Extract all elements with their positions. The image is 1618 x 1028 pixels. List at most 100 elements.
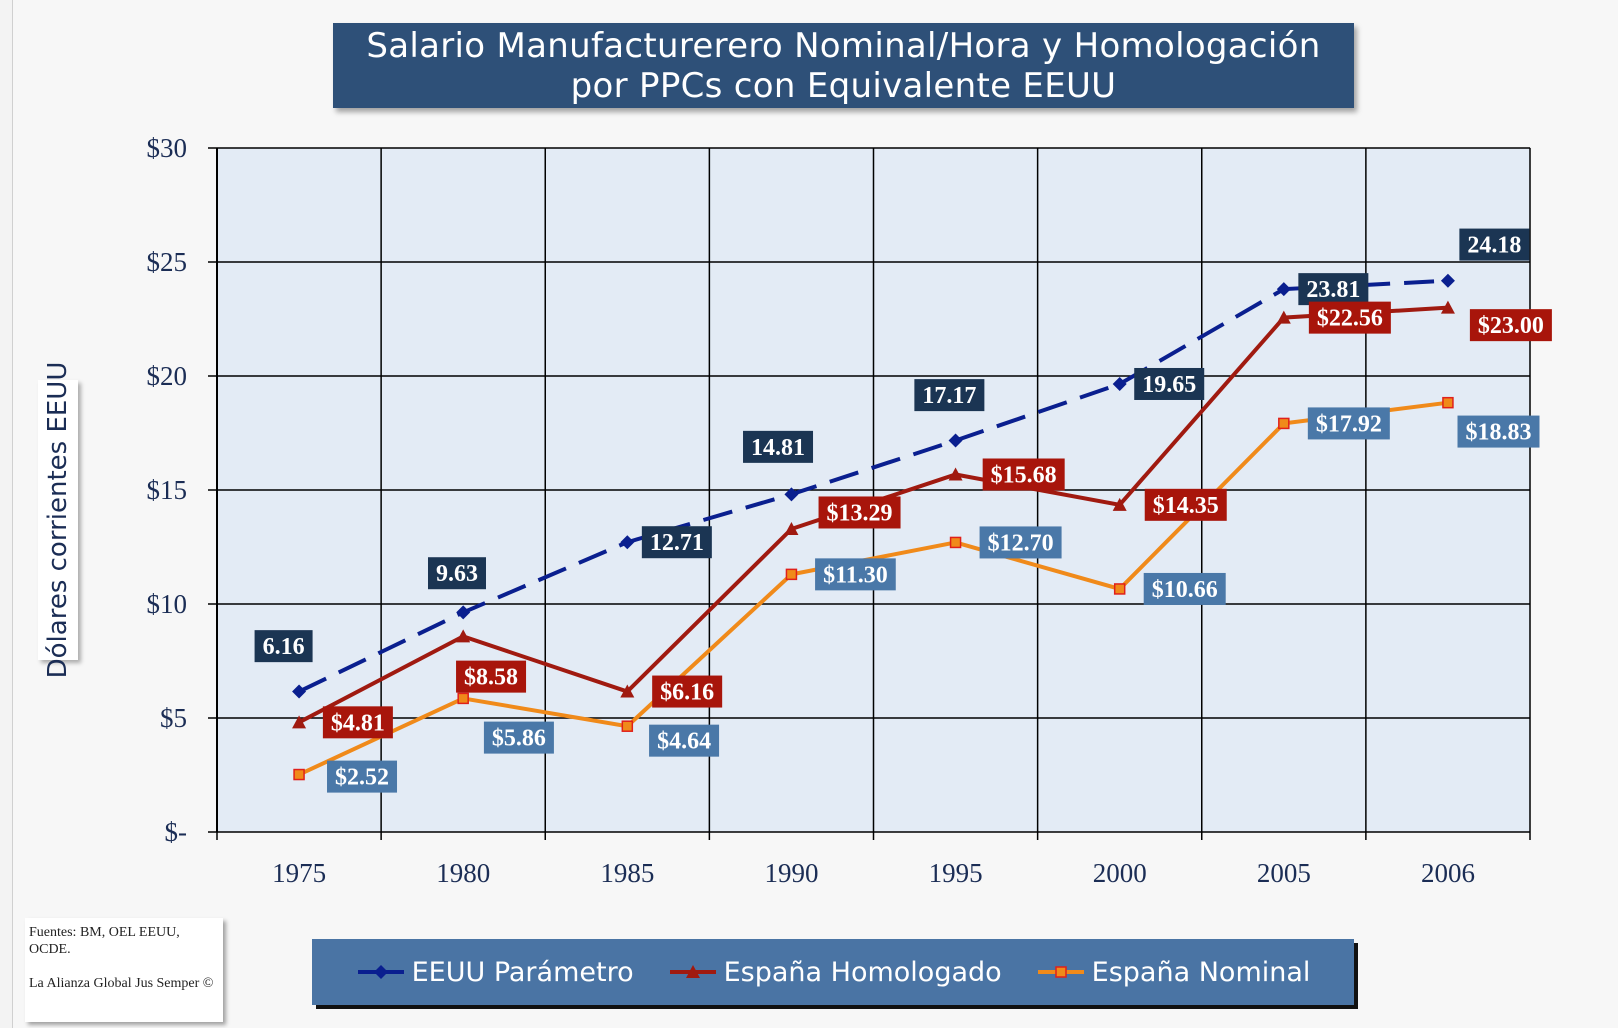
data-label-text: 19.65 (1142, 372, 1196, 398)
series-line (298, 278, 1449, 694)
legend-label: España Homologado (723, 956, 1002, 988)
data-label-text: $17.92 (1316, 411, 1382, 437)
data-label-box (322, 706, 393, 739)
data-label-box (427, 557, 486, 590)
data-label-box (483, 721, 554, 754)
point (1112, 497, 1127, 511)
data-label: 6.16 (254, 630, 313, 663)
data-label: $18.83 (1457, 415, 1540, 448)
data-label-box (1298, 273, 1369, 306)
data-label: $10.66 (1143, 572, 1226, 605)
point (1278, 417, 1290, 430)
point (949, 536, 962, 549)
x-tick-label: 1975 (272, 858, 326, 888)
data-label: $14.35 (1144, 488, 1227, 521)
data-label: $12.70 (979, 526, 1062, 559)
source-line: La Alianza Global Jus Semper © (29, 976, 214, 991)
data-label: $15.68 (982, 458, 1065, 491)
y-tick-label: $20 (147, 361, 188, 391)
data-label-box (254, 630, 313, 663)
data-label-text: $13.29 (827, 500, 893, 526)
data-label-text: 9.63 (436, 561, 478, 587)
data-label-box (1134, 367, 1205, 400)
data-label-box (815, 558, 896, 591)
data-label-box (1307, 407, 1390, 440)
point (1276, 310, 1291, 324)
legend-item: EEUU Parámetro (356, 957, 634, 988)
point (1442, 396, 1454, 409)
data-label-box (652, 675, 723, 708)
data-label-box (818, 496, 901, 529)
data-label: $17.92 (1307, 407, 1390, 440)
point (948, 433, 963, 448)
data-label-box (1308, 301, 1391, 334)
data-label: $8.58 (456, 660, 527, 693)
source-line: Fuentes: BM, OEL EEUU, OCDE. (29, 925, 180, 957)
data-label-box (982, 458, 1065, 491)
data-label: 14.81 (743, 430, 814, 463)
point (620, 684, 635, 698)
x-tick-label: 2000 (1093, 858, 1147, 888)
y-tick-label: $25 (147, 247, 188, 277)
data-label-text: $11.30 (823, 562, 888, 588)
point (784, 521, 799, 535)
y-axis-label: Dólares corrientes EEUU (43, 361, 73, 679)
data-label-text: $2.52 (335, 765, 389, 791)
data-label-text: 24.18 (1467, 233, 1521, 259)
point (1112, 376, 1127, 391)
source-note: Fuentes: BM, OEL EEUU, OCDE. La Alianza … (25, 918, 223, 1022)
legend-swatch (669, 965, 716, 978)
data-label: $4.64 (649, 724, 720, 757)
data-label-box (979, 526, 1062, 559)
data-label-text: $14.35 (1153, 493, 1219, 519)
point (1276, 282, 1291, 297)
data-label-box (641, 526, 712, 559)
x-tick-label: 1980 (436, 858, 490, 888)
data-label-text: 6.16 (263, 634, 305, 660)
data-label-box (649, 724, 720, 757)
data-label: 24.18 (1459, 228, 1530, 261)
data-label: 9.63 (427, 557, 486, 590)
data-label-text: 23.81 (1306, 277, 1360, 303)
point (685, 965, 700, 978)
data-label: $6.16 (652, 675, 723, 708)
data-label: $22.56 (1308, 301, 1391, 334)
data-label-text: $4.64 (657, 729, 711, 755)
point (620, 535, 635, 550)
data-label-text: $8.58 (464, 665, 518, 691)
data-label: $11.30 (815, 558, 896, 591)
point (456, 629, 471, 643)
point (1440, 300, 1455, 314)
point (373, 965, 388, 979)
data-label-text: $23.00 (1478, 313, 1544, 339)
x-tick-label: 2005 (1257, 858, 1311, 888)
data-label-box (1459, 228, 1530, 261)
data-label: $13.29 (818, 496, 901, 529)
chart-title: Salario Manufacturerero Nominal/Hora y H… (333, 23, 1354, 108)
legend-swatch (1037, 966, 1084, 978)
y-tick-label: $30 (147, 133, 188, 163)
point (784, 487, 799, 502)
data-label-text: $4.81 (331, 710, 385, 736)
point (292, 684, 307, 699)
title-line: por PPCs con Equivalente EEUU (570, 66, 1117, 106)
data-label-text: $15.68 (991, 462, 1057, 488)
point (456, 605, 471, 620)
data-label-box (1469, 309, 1552, 342)
x-tick-label: 1985 (600, 858, 654, 888)
data-label-text: 17.17 (922, 383, 976, 409)
point (292, 715, 307, 729)
data-label-text: 12.71 (650, 530, 704, 556)
data-label-box (1457, 415, 1540, 448)
x-tick-label: 1995 (929, 858, 983, 888)
data-label-text: $12.70 (988, 530, 1054, 556)
data-label: 12.71 (641, 526, 712, 559)
point (948, 467, 963, 481)
point (621, 720, 634, 732)
y-axis-box: Dólares corrientes EEUU (38, 362, 78, 678)
data-label-box (1143, 572, 1226, 605)
legend-label: EEUU Parámetro (411, 956, 634, 988)
legend: EEUU Parámetro España Homologado España No… (312, 939, 1354, 1005)
